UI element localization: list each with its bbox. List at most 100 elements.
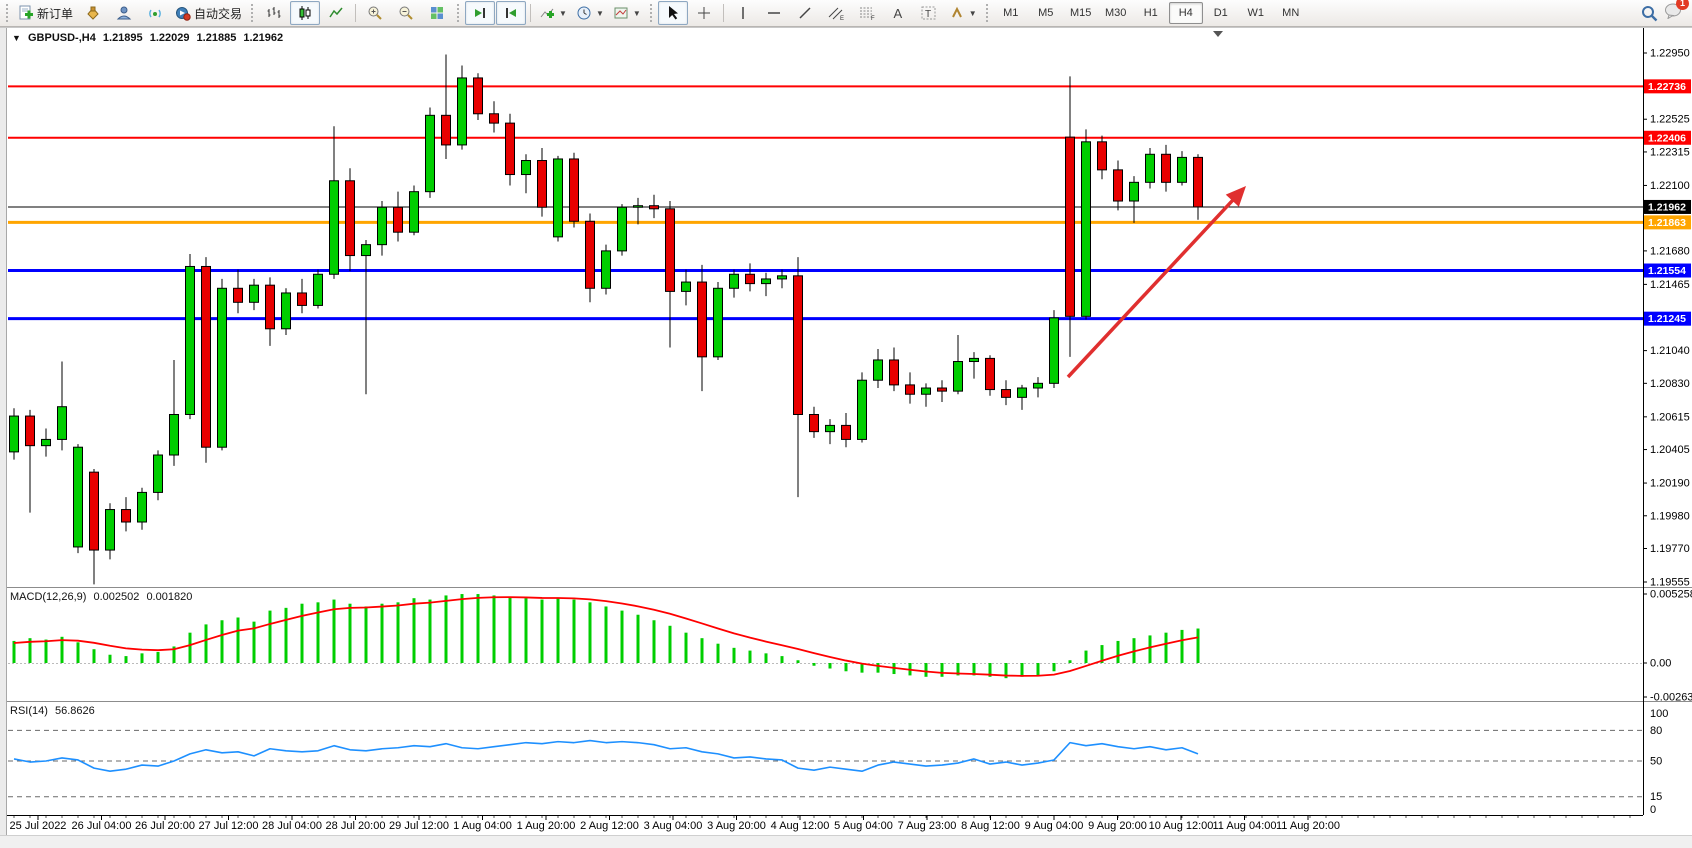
macd-axis-label: 0.005258: [1650, 589, 1692, 601]
bull-candle-body: [681, 281, 691, 292]
macd-signal-value: 0.001820: [146, 591, 193, 603]
fibonacci-tool[interactable]: F: [852, 1, 882, 25]
chart-canvas[interactable]: 1.22950 1.22525 1.22315 1.22100 1.21680 1.214…: [0, 27, 1692, 848]
candle: [889, 347, 899, 392]
chart-title: ▼ GBPUSD-,H4 1.21895 1.22029 1.21885 1.2…: [12, 32, 287, 44]
periods-dropdown[interactable]: ▼: [572, 1, 608, 25]
macd-histogram-bar: [44, 639, 48, 663]
search-icon[interactable]: [1641, 5, 1658, 22]
candle: [521, 154, 531, 194]
time-axis-label: 28 Jul 04:00: [262, 820, 322, 832]
trend-arrow-line[interactable]: [1066, 192, 1241, 379]
macd-histogram-bar: [1180, 629, 1184, 663]
macd-histogram-bar: [444, 595, 448, 663]
candle: [585, 213, 595, 303]
zoom-in-button[interactable]: [360, 1, 390, 25]
time-axis-label: 9 Aug 20:00: [1088, 820, 1147, 832]
crosshair-tool-button[interactable]: [689, 1, 719, 25]
horizontal-line-tool[interactable]: [759, 1, 789, 25]
timeframe-button-m30[interactable]: M30: [1105, 7, 1127, 19]
candlestick-chart-type-button[interactable]: [290, 1, 321, 25]
bull-candle-body: [185, 265, 195, 415]
rsi-axis-label: 50: [1650, 756, 1662, 768]
vertical-line-tool[interactable]: [728, 1, 758, 25]
price-tick-label: 1.22100: [1650, 180, 1690, 192]
toolbar-grip[interactable]: [5, 3, 10, 23]
trendline-tool[interactable]: [790, 1, 820, 25]
macd-histogram-bar: [700, 638, 704, 663]
macd-histogram-bar: [428, 599, 432, 663]
notifications-button[interactable]: 1: [1664, 0, 1689, 24]
candle: [425, 107, 435, 198]
toolbar-grip[interactable]: [250, 3, 256, 23]
macd-indicator-label: MACD(12,26,9) 0.002502 0.001820: [10, 591, 196, 603]
bar-chart-icon: [267, 7, 281, 18]
timeframe-button-m1[interactable]: M1: [1003, 7, 1019, 19]
text-label-tool[interactable]: T: [914, 1, 944, 25]
timeframe-button-m5[interactable]: M5: [1038, 7, 1054, 19]
toolbar-grip[interactable]: [648, 3, 654, 23]
bull-candle-body: [857, 379, 867, 440]
timeframe-button-h1[interactable]: H1: [1143, 7, 1158, 19]
line-chart-type-button[interactable]: [321, 1, 351, 25]
timeframe-button-h4[interactable]: H4: [1168, 2, 1203, 24]
bear-candle-body: [345, 180, 355, 257]
chart-styler-button[interactable]: [78, 1, 108, 25]
bull-candle-body: [9, 415, 19, 453]
profile-icon: [116, 6, 132, 20]
bull-candle-body: [713, 287, 723, 358]
candle: [297, 278, 307, 314]
timeframe-button-m15[interactable]: M15: [1070, 7, 1092, 19]
bear-candle-body: [441, 114, 451, 146]
bar-chart-type-button[interactable]: [259, 1, 289, 25]
arrows-dropdown[interactable]: ▼: [945, 1, 981, 25]
line-chart-icon: [329, 7, 343, 18]
indicators-dropdown[interactable]: ▼: [535, 1, 571, 25]
macd-histogram-bar: [1036, 663, 1040, 676]
candle: [9, 408, 19, 460]
timeframe-button-mn[interactable]: MN: [1282, 7, 1300, 19]
templates-dropdown[interactable]: ▼: [609, 1, 645, 25]
timeframe-button-w1[interactable]: W1: [1247, 7, 1264, 19]
macd-histogram-bar: [108, 654, 112, 663]
bull-candle-body: [105, 509, 115, 551]
toolbar-grip[interactable]: [984, 3, 990, 23]
tile-windows-button[interactable]: [422, 1, 452, 25]
cursor-tool-button[interactable]: [657, 1, 688, 25]
ohlc-low: 1.21885: [196, 32, 237, 44]
paint-bucket-icon: [87, 6, 99, 20]
rsi-axis-label: 15: [1650, 791, 1662, 803]
price-tick-label: 1.20405: [1650, 444, 1690, 456]
price-badge: [1644, 130, 1691, 145]
bull-candle-body: [1017, 387, 1027, 398]
autotrade-button[interactable]: 自动交易: [171, 1, 246, 25]
auto-scroll-button[interactable]: [465, 1, 496, 25]
timeframe-button-d1[interactable]: D1: [1213, 7, 1228, 19]
macd-histogram-bar: [204, 624, 208, 663]
candle: [649, 194, 659, 219]
chart-shift-button[interactable]: [496, 1, 527, 25]
macd-histogram-bar: [76, 642, 80, 663]
candle: [473, 73, 483, 121]
profile-button[interactable]: [109, 1, 139, 25]
macd-histogram-bar: [748, 650, 752, 663]
notification-count-badge: 1: [1676, 0, 1689, 10]
zoom-out-button[interactable]: [391, 1, 421, 25]
candle: [857, 372, 867, 443]
text-tool[interactable]: A: [883, 1, 913, 25]
new-order-button[interactable]: 新订单: [14, 1, 77, 25]
bull-candle-body: [761, 278, 771, 285]
one-click-trading-toggle[interactable]: ▼: [12, 33, 21, 43]
candle: [505, 113, 515, 186]
toolbar-grip[interactable]: [456, 3, 462, 23]
candle: [1113, 160, 1123, 211]
chart-shift-marker[interactable]: [1213, 31, 1223, 37]
macd-histogram-bar: [588, 602, 592, 663]
macd-histogram-bar: [844, 663, 848, 672]
signal-button[interactable]: [140, 1, 170, 25]
bear-candle-body: [793, 275, 803, 415]
equidistant-channel-tool[interactable]: E: [821, 1, 851, 25]
clock-icon: [577, 6, 591, 20]
bear-candle-body: [889, 359, 899, 386]
candle: [697, 264, 707, 392]
